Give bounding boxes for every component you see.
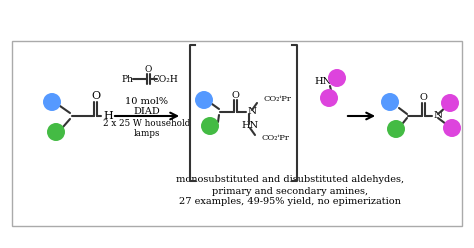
Text: O: O (145, 64, 152, 73)
Text: monosubstituted and disubstituted aldehydes,: monosubstituted and disubstituted aldehy… (176, 176, 404, 185)
Text: CO₂H: CO₂H (152, 74, 178, 84)
Circle shape (195, 91, 213, 109)
Text: O: O (419, 93, 428, 102)
Circle shape (320, 89, 338, 107)
Text: N: N (248, 107, 257, 117)
Text: H: H (103, 111, 113, 121)
Text: CO₂ⁱPr: CO₂ⁱPr (262, 134, 290, 142)
Text: CO₂ⁱPr: CO₂ⁱPr (264, 95, 292, 103)
Text: DIAD: DIAD (134, 106, 160, 116)
Text: 2 x 25 W household: 2 x 25 W household (103, 120, 191, 128)
Circle shape (328, 69, 346, 87)
FancyBboxPatch shape (12, 41, 462, 226)
Circle shape (43, 93, 61, 111)
Circle shape (47, 123, 65, 141)
Text: primary and secondary amines,: primary and secondary amines, (212, 186, 368, 195)
Text: 27 examples, 49-95% yield, no epimerization: 27 examples, 49-95% yield, no epimerizat… (179, 197, 401, 207)
Text: O: O (232, 91, 239, 99)
Circle shape (441, 94, 459, 112)
Text: N: N (434, 112, 443, 121)
Circle shape (443, 119, 461, 137)
Circle shape (201, 117, 219, 135)
Text: lamps: lamps (134, 129, 160, 138)
Text: 10 mol%: 10 mol% (126, 96, 168, 105)
Text: O: O (91, 91, 100, 101)
Text: Ph: Ph (121, 74, 133, 84)
Circle shape (381, 93, 399, 111)
Circle shape (387, 120, 405, 138)
Text: HN: HN (314, 77, 331, 87)
Text: HN: HN (241, 122, 258, 130)
